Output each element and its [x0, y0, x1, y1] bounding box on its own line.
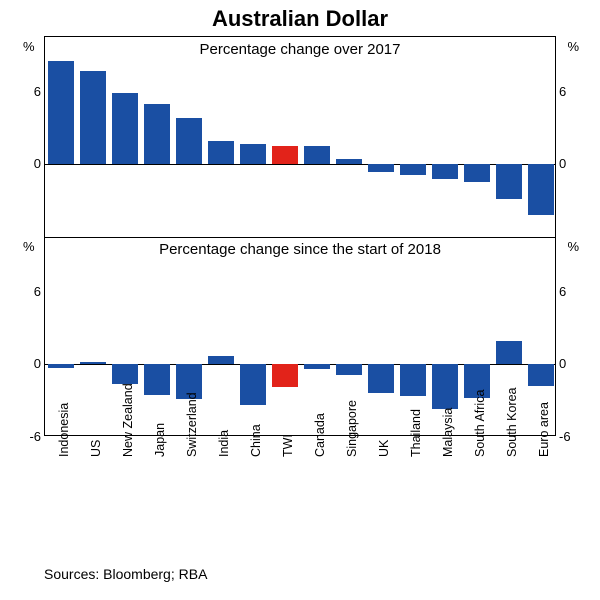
- x-axis-label: New Zealand: [121, 449, 135, 457]
- chart-title: Australian Dollar: [0, 0, 600, 32]
- sources-text: Sources: Bloomberg; RBA: [44, 566, 207, 582]
- y-unit-left: %: [23, 239, 35, 254]
- bar: [240, 364, 266, 405]
- ytick-left: 6: [11, 284, 41, 299]
- ytick-left: 6: [11, 84, 41, 99]
- bar: [144, 104, 170, 165]
- bar: [400, 164, 426, 175]
- bar: [368, 364, 394, 393]
- ytick-left: -6: [11, 429, 41, 444]
- ytick-right: -6: [559, 429, 589, 444]
- x-axis-label: India: [217, 449, 231, 457]
- bar: [272, 146, 298, 164]
- x-axis-label: China: [249, 449, 263, 457]
- bar: [112, 93, 138, 165]
- bar: [240, 144, 266, 165]
- ytick-left: 0: [11, 356, 41, 371]
- x-axis-label: Japan: [153, 449, 167, 457]
- x-axis-labels: Indonesia US New Zealand Japan Switzerland In…: [44, 436, 556, 556]
- bar: [112, 364, 138, 383]
- bar: [528, 164, 554, 215]
- bar: [80, 362, 106, 364]
- bar: [144, 364, 170, 394]
- bar: [304, 364, 330, 369]
- chart-area: %%Percentage change over 20170066%%Perce…: [44, 36, 556, 436]
- ytick-right: 6: [559, 284, 589, 299]
- x-axis-label: Euro area: [537, 449, 551, 457]
- x-axis-label: Switzerland: [185, 449, 199, 457]
- ytick-right: 0: [559, 156, 589, 171]
- x-axis-label: Malaysia: [441, 449, 455, 457]
- panel-title-0: Percentage change over 2017: [45, 41, 555, 58]
- bar: [464, 164, 490, 182]
- y-unit-right: %: [567, 239, 579, 254]
- y-unit-left: %: [23, 39, 35, 54]
- y-unit-right: %: [567, 39, 579, 54]
- bar: [336, 364, 362, 375]
- bar: [496, 164, 522, 199]
- bar: [432, 364, 458, 409]
- x-axis-label: UK: [377, 449, 391, 457]
- bar: [336, 159, 362, 164]
- x-axis-label: Indonesia: [57, 449, 71, 457]
- bar: [48, 364, 74, 368]
- x-axis-label: Singapore: [345, 449, 359, 457]
- x-axis-label: Canada: [313, 449, 327, 457]
- bar: [496, 341, 522, 364]
- x-axis-label: Thailand: [409, 449, 423, 457]
- x-axis-label: TWI: [281, 449, 295, 457]
- bar: [272, 364, 298, 387]
- x-axis-label: South Africa: [473, 449, 487, 457]
- x-axis-label: South Korea: [505, 449, 519, 457]
- bar: [208, 141, 234, 164]
- x-axis-label: US: [89, 449, 103, 457]
- bar: [48, 61, 74, 164]
- panel-0: %%Percentage change over 20170066: [45, 37, 555, 237]
- bar: [304, 146, 330, 164]
- ytick-right: 6: [559, 84, 589, 99]
- bar: [80, 71, 106, 164]
- bar: [400, 364, 426, 396]
- ytick-right: 0: [559, 356, 589, 371]
- bar: [368, 164, 394, 171]
- bar: [176, 118, 202, 164]
- bar: [208, 356, 234, 364]
- bar: [528, 364, 554, 386]
- ytick-left: 0: [11, 156, 41, 171]
- panel-title-1: Percentage change since the start of 201…: [45, 241, 555, 258]
- bar: [432, 164, 458, 179]
